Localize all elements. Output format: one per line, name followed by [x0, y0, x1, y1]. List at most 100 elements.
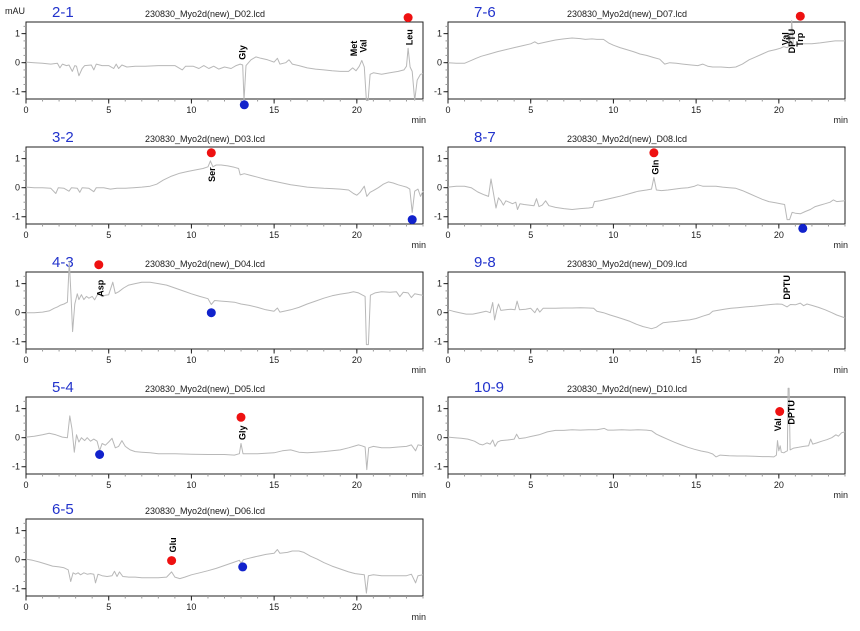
x-tick-label: 0 — [23, 355, 28, 365]
x-tick-label: 20 — [352, 480, 362, 490]
panel-id-label: 4-3 — [52, 254, 74, 271]
red-marker — [649, 148, 659, 158]
x-axis-unit-label: min — [411, 240, 426, 250]
x-tick-label: 10 — [186, 355, 196, 365]
y-tick-label: -1 — [434, 212, 442, 222]
x-axis-unit-label: min — [833, 115, 848, 125]
y-tick-label: 0 — [437, 308, 442, 318]
x-tick-label: 0 — [445, 105, 450, 115]
blue-marker — [798, 223, 808, 233]
x-tick-label: 20 — [774, 355, 784, 365]
panel-title: 230830_Myo2d(new)_D07.lcd — [567, 9, 687, 19]
panel-id-label: 3-2 — [52, 129, 74, 146]
peak-label-val: Val — [773, 418, 783, 431]
x-tick-label: 10 — [608, 105, 618, 115]
panel-title: 230830_Myo2d(new)_D03.lcd — [145, 134, 265, 144]
y-tick-label: 0 — [15, 308, 20, 318]
x-tick-label: 15 — [269, 230, 279, 240]
x-axis-unit-label: min — [411, 115, 426, 125]
panel-id-label: 7-6 — [474, 4, 496, 21]
x-axis-unit-label: min — [833, 240, 848, 250]
trace-line — [25, 415, 424, 471]
trace-line — [447, 387, 846, 458]
chromatogram-panel-4-3: 4-3 230830_Myo2d(new)_D04.lcd 1 0 -1 0 5 10 15 20… — [0, 250, 430, 386]
x-tick-label: 15 — [691, 355, 701, 365]
panel-id-label: 2-1 — [52, 4, 74, 21]
x-tick-label: 15 — [691, 230, 701, 240]
x-tick-label: 20 — [352, 105, 362, 115]
x-tick-label: 20 — [774, 105, 784, 115]
trace-line — [25, 549, 424, 594]
trace-line — [447, 177, 846, 221]
peak-label-dptu: DPTU — [787, 29, 797, 54]
peak-label-trp: Trp — [795, 32, 805, 47]
plot-frame — [25, 271, 424, 350]
x-tick-label: 15 — [269, 480, 279, 490]
x-tick-label: 5 — [528, 105, 533, 115]
blue-marker — [407, 215, 417, 225]
plot-frame — [447, 396, 846, 475]
panel-title: 230830_Myo2d(new)_D04.lcd — [145, 259, 265, 269]
trace-line — [25, 160, 424, 213]
peak-label-ser: Ser — [207, 167, 217, 182]
y-tick-label: -1 — [12, 87, 20, 97]
x-tick-label: 5 — [528, 230, 533, 240]
peak-label-glu: Glu — [168, 537, 178, 552]
x-axis-unit-label: min — [411, 490, 426, 500]
x-tick-label: 15 — [691, 480, 701, 490]
panel-title: 230830_Myo2d(new)_D09.lcd — [567, 259, 687, 269]
panel-id-label: 6-5 — [52, 501, 74, 518]
x-tick-label: 20 — [774, 230, 784, 240]
y-tick-label: 0 — [437, 433, 442, 443]
peak-label-gln: Gln — [650, 160, 660, 175]
x-tick-label: 0 — [445, 355, 450, 365]
chromatogram-panel-10-9: 10-9 230830_Myo2d(new)_D10.lcd 1 0 -1 0 5 10 15 2… — [430, 375, 860, 511]
x-tick-label: 5 — [106, 355, 111, 365]
x-tick-label: 0 — [23, 602, 28, 612]
panel-id-label: 8-7 — [474, 129, 496, 146]
y-tick-label: 1 — [437, 279, 442, 289]
y-tick-label: 1 — [437, 404, 442, 414]
panel-title: 230830_Myo2d(new)_D06.lcd — [145, 506, 265, 516]
y-tick-label: -1 — [12, 584, 20, 594]
y-tick-label: 0 — [437, 58, 442, 68]
peak-label-gly: Gly — [238, 425, 248, 440]
y-tick-label: 0 — [15, 183, 20, 193]
x-axis-unit-label: min — [411, 612, 426, 622]
red-marker — [795, 11, 805, 21]
x-tick-label: 10 — [186, 105, 196, 115]
y-tick-label: 0 — [15, 58, 20, 68]
y-tick-label: 1 — [15, 526, 20, 536]
plot-frame — [25, 146, 424, 225]
peak-label-asp: Asp — [95, 279, 105, 297]
x-axis-unit-label: min — [411, 365, 426, 375]
x-tick-label: 5 — [106, 480, 111, 490]
x-axis-unit-label: min — [833, 365, 848, 375]
plot-frame — [25, 21, 424, 100]
peak-label-val: Val — [780, 32, 790, 45]
x-tick-label: 0 — [23, 105, 28, 115]
x-tick-label: 15 — [269, 105, 279, 115]
trace-line — [25, 47, 424, 101]
trace-line — [26, 261, 424, 346]
x-tick-label: 10 — [186, 230, 196, 240]
y-tick-label: 1 — [15, 29, 20, 39]
red-marker — [94, 260, 104, 270]
panel-id-label: 10-9 — [474, 379, 504, 396]
peak-label-leu: Leu — [405, 29, 415, 45]
y-tick-label: 1 — [15, 154, 20, 164]
panel-title: 230830_Myo2d(new)_D10.lcd — [567, 384, 687, 394]
peak-label-val: Val — [358, 39, 368, 52]
panel-id-label: 5-4 — [52, 379, 74, 396]
x-tick-label: 20 — [352, 230, 362, 240]
panel-title: 230830_Myo2d(new)_D08.lcd — [567, 134, 687, 144]
plot-frame — [25, 518, 424, 597]
chromatogram-panel-2-1: 2-1 230830_Myo2d(new)_D02.lcd mAU 1 0 -1 0 5 10 1… — [0, 0, 430, 136]
x-tick-label: 15 — [269, 602, 279, 612]
